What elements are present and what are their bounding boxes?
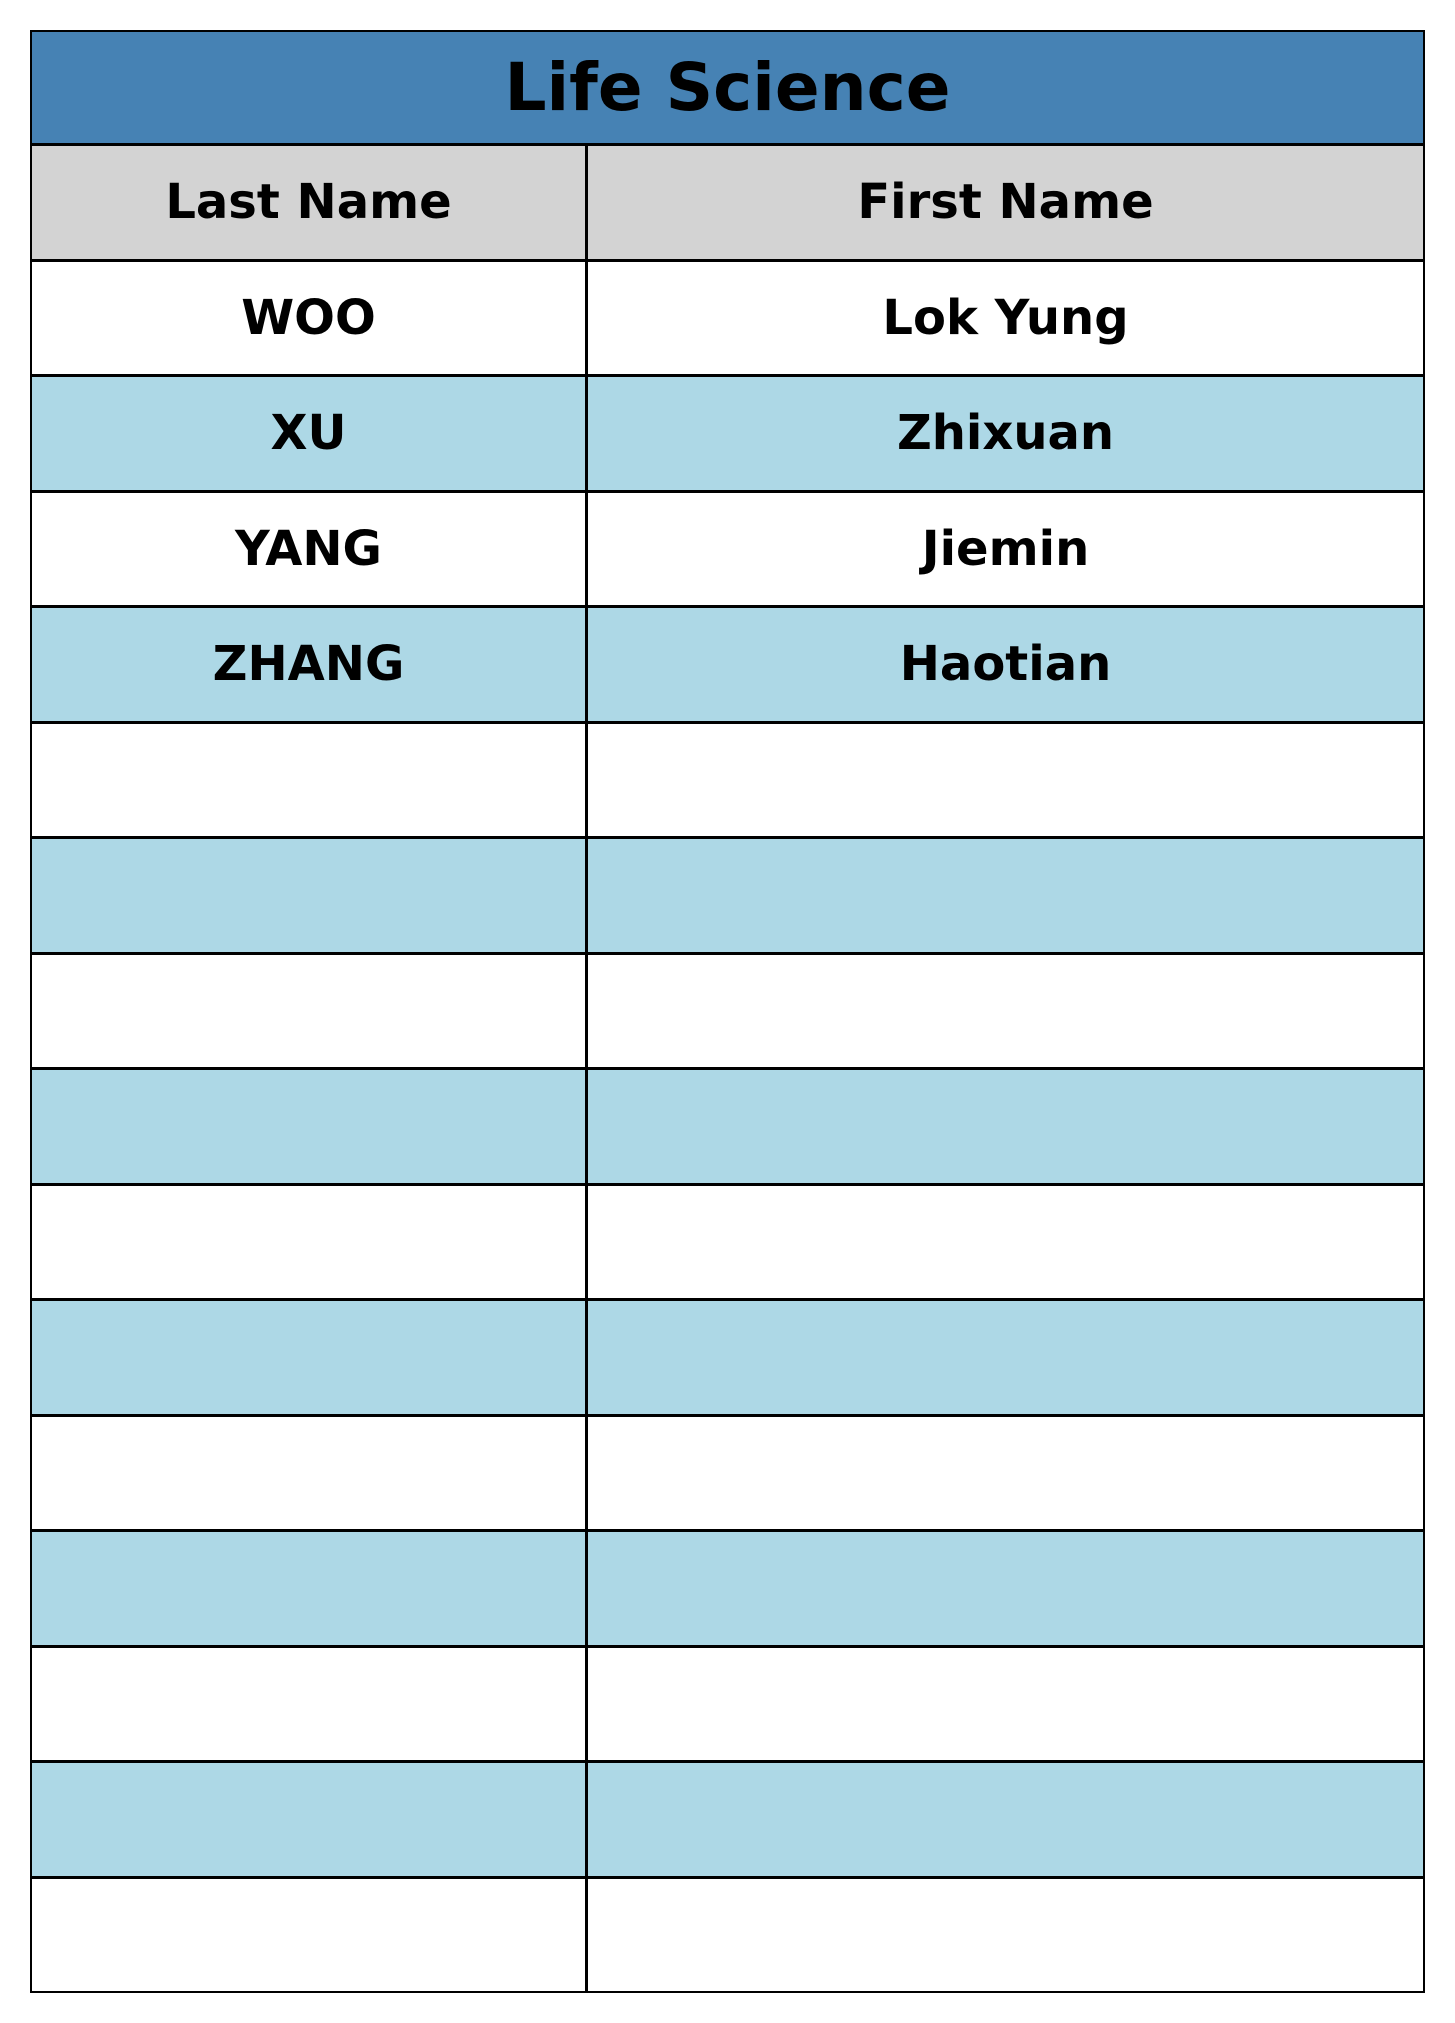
last-name-cell	[32, 1532, 588, 1645]
first-name-cell: Jiemin	[921, 520, 1090, 577]
table-row	[32, 1532, 1423, 1648]
table-row	[32, 954, 1423, 1070]
first-name-cell	[588, 1301, 1423, 1414]
first-name-cell	[588, 1648, 1423, 1761]
last-name-cell	[32, 1878, 588, 1991]
table-header-row: Last Name First Name	[32, 146, 1423, 262]
last-name-cell	[32, 1301, 588, 1414]
first-name-cell	[588, 955, 1423, 1068]
table-row	[32, 1763, 1423, 1879]
first-name-cell	[588, 839, 1423, 952]
table-row: XU Zhixuan	[32, 377, 1423, 493]
column-header-last-name: Last Name	[32, 146, 588, 259]
last-name-cell	[32, 1070, 588, 1183]
table-row	[32, 1185, 1423, 1301]
first-name-cell	[588, 1186, 1423, 1299]
last-name-cell	[32, 954, 588, 1067]
page-title: Life Science	[32, 32, 1423, 146]
last-name-cell: XU	[32, 377, 588, 490]
last-name-cell	[32, 1763, 588, 1876]
last-name-cell: ZHANG	[32, 608, 588, 721]
last-name-cell	[32, 1647, 588, 1760]
table-row	[32, 839, 1423, 955]
first-name-cell	[588, 724, 1423, 837]
table-row	[32, 1416, 1423, 1532]
first-name-cell: Lok Yung	[882, 289, 1129, 346]
table-row	[32, 1070, 1423, 1186]
last-name-cell	[32, 839, 588, 952]
first-name-cell: Zhixuan	[896, 405, 1115, 462]
first-name-cell	[588, 1532, 1423, 1645]
table-row: ZHANG Haotian	[32, 608, 1423, 724]
last-name-cell	[32, 1185, 588, 1298]
table-row: YANG Jiemin	[32, 492, 1423, 608]
roster-sheet: Life Science Last Name First Name WOO Lo…	[30, 30, 1425, 1993]
last-name-cell	[32, 723, 588, 836]
last-name-cell: WOO	[32, 261, 588, 374]
table-row: WOO Lok Yung	[32, 261, 1423, 377]
last-name-cell	[32, 1416, 588, 1529]
table-row	[32, 1301, 1423, 1417]
last-name-cell: YANG	[32, 492, 588, 605]
table-row	[32, 723, 1423, 839]
roster-table: Last Name First Name WOO Lok Yung XU Zhi…	[32, 146, 1423, 1991]
first-name-cell	[588, 1763, 1423, 1876]
first-name-cell	[588, 1070, 1423, 1183]
column-header-first-name: First Name	[857, 174, 1154, 231]
table-row	[32, 1878, 1423, 1992]
first-name-cell	[588, 1417, 1423, 1530]
table-row	[32, 1647, 1423, 1763]
first-name-cell	[588, 1879, 1423, 1992]
first-name-cell: Haotian	[899, 636, 1112, 693]
